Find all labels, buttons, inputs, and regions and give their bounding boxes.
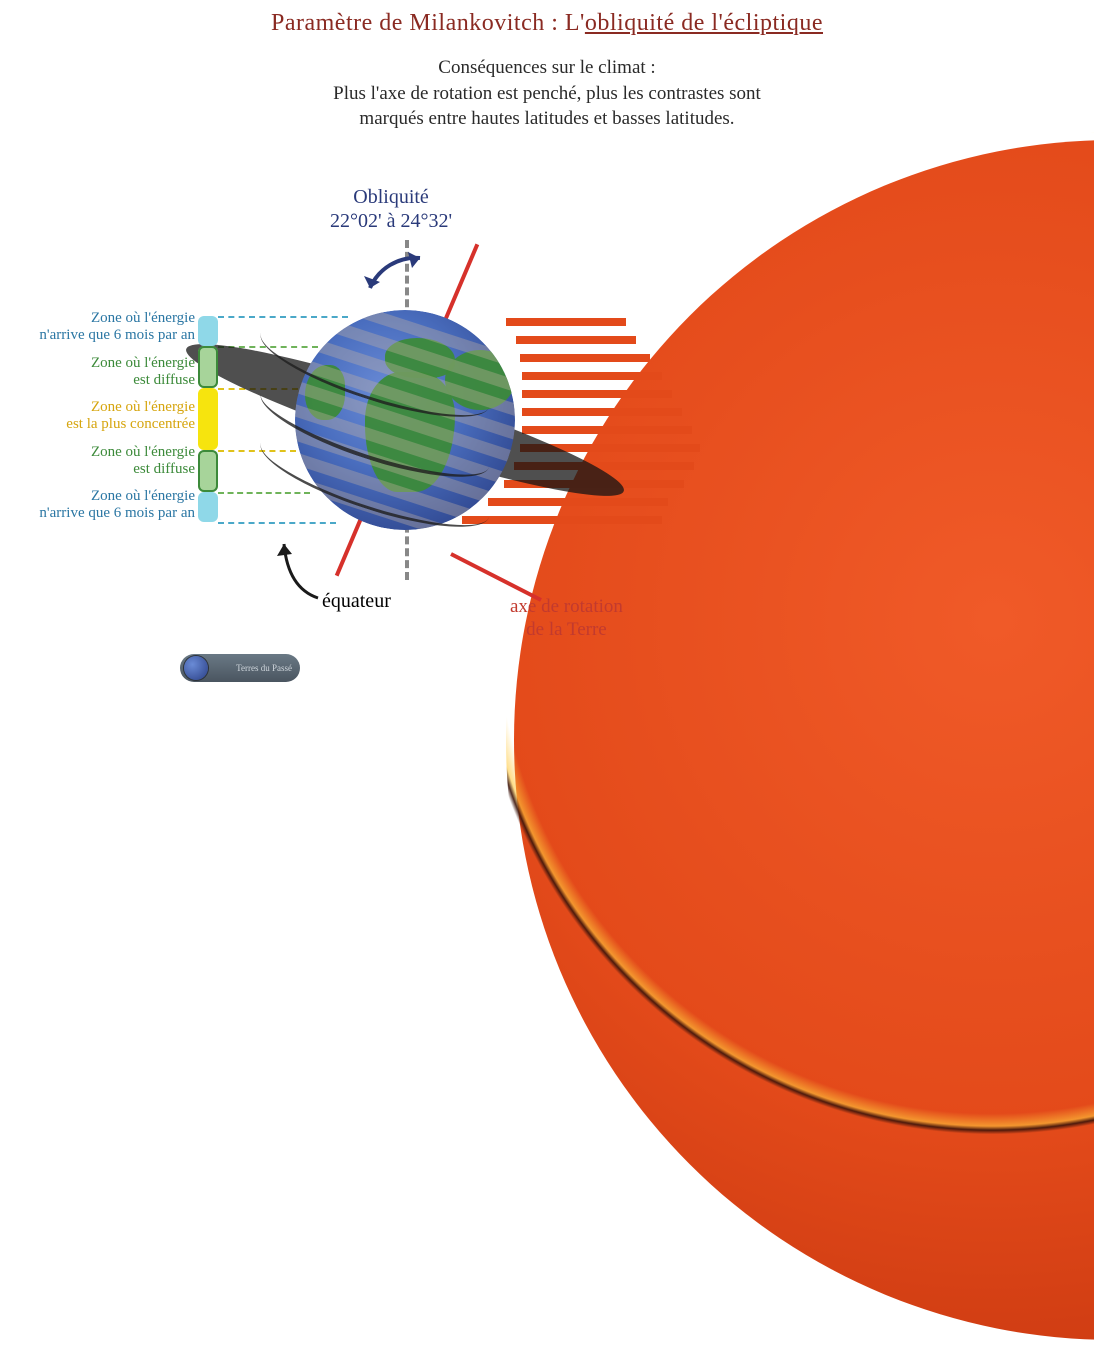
- credit-globe-icon: [184, 656, 208, 680]
- colorbar-segment: [198, 316, 218, 346]
- obliquity-label: Obliquité 22°02' à 24°32': [330, 185, 452, 233]
- zone-polar-north: Zone où l'énergie n'arrive que 6 mois pa…: [0, 310, 195, 345]
- obliquity-line2: 22°02' à 24°32': [330, 209, 452, 233]
- subtitle-line3: marqués entre hautes latitudes et basses…: [0, 106, 1094, 132]
- credit-badge: Terres du Passé: [180, 654, 300, 682]
- zone-diffuse-south: Zone où l'énergie est diffuse: [0, 444, 195, 479]
- sun-ray: [522, 426, 692, 434]
- colorbar-segment: [198, 492, 218, 522]
- colorbar-segment: [198, 388, 218, 450]
- zone-color-bar: [198, 316, 218, 522]
- obliquity-arc-arrow: [350, 240, 450, 300]
- subtitle-line1: Conséquences sur le climat :: [0, 55, 1094, 81]
- colorbar-segment: [198, 450, 218, 492]
- page-title: Paramètre de Milankovitch : L'obliquité …: [0, 0, 1094, 37]
- credit-text: Terres du Passé: [236, 663, 292, 673]
- zone-polar-south: Zone où l'énergie n'arrive que 6 mois pa…: [0, 488, 195, 523]
- earth-assembly: [265, 280, 545, 560]
- subtitle-line2: Plus l'axe de rotation est penché, plus …: [0, 81, 1094, 107]
- sun-ray: [522, 408, 682, 416]
- zone-labels: Zone où l'énergie n'arrive que 6 mois pa…: [0, 310, 195, 533]
- obliquity-line1: Obliquité: [330, 185, 452, 209]
- axis-caption: axe de rotation de la Terre: [510, 596, 623, 642]
- subtitle: Conséquences sur le climat : Plus l'axe …: [0, 55, 1094, 132]
- colorbar-segment: [198, 346, 218, 388]
- zone-diffuse-north: Zone où l'énergie est diffuse: [0, 355, 195, 390]
- title-prefix: Paramètre de Milankovitch : L': [271, 10, 585, 36]
- title-underlined: obliquité de l'écliptique: [585, 10, 823, 36]
- zone-concentrated: Zone où l'énergie est la plus concentrée: [0, 399, 195, 434]
- equator-label: équateur: [322, 590, 391, 613]
